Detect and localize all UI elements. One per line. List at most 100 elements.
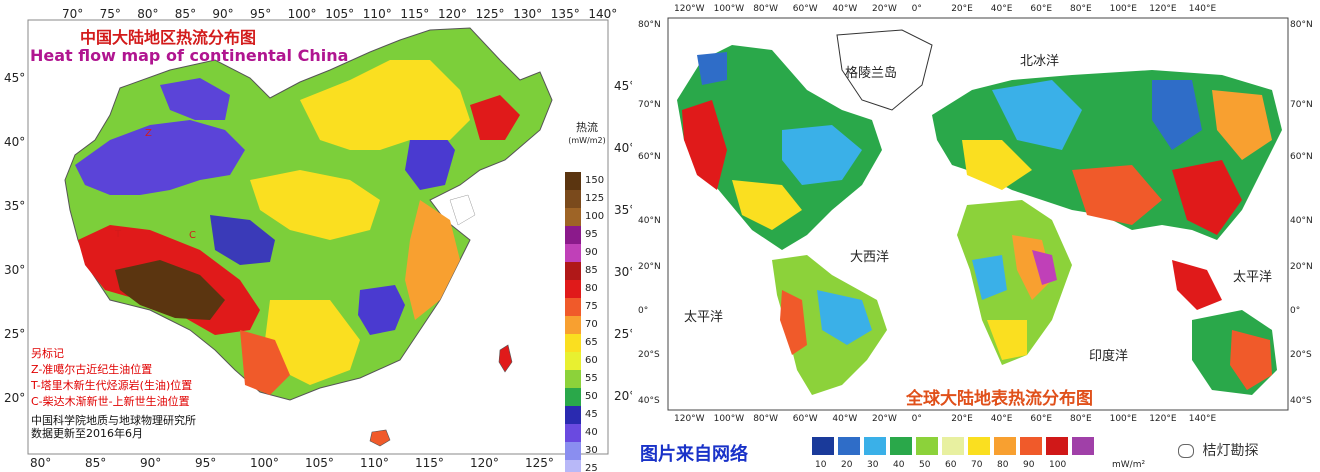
longitude-tick: 115°: [415, 456, 444, 470]
longitude-tick: 90°: [212, 7, 234, 21]
atlantic-label: 大西洋: [850, 250, 890, 265]
longitude-tick: 125°: [475, 7, 505, 21]
global-map-title: 全球大陆地表热流分布图: [906, 389, 1093, 409]
legend-label: 25: [585, 463, 598, 472]
latitude-tick: 40°: [614, 141, 632, 155]
legend-swatch: [1072, 437, 1094, 455]
legend-swatch: [565, 424, 581, 442]
latitude-tick: 45°: [614, 79, 632, 93]
latitude-tick: 40°: [4, 135, 26, 149]
legend-swatch: [864, 437, 886, 455]
greenland-outline: [836, 29, 933, 111]
longitude-tick: 100°: [250, 456, 279, 470]
arctic-label: 北冰洋: [1020, 54, 1060, 69]
central-warm-zone: [250, 170, 380, 240]
legend-swatch: [565, 388, 581, 406]
longitude-tick: 105°: [325, 7, 355, 21]
longitude-tick: 20°W: [872, 4, 897, 14]
latitude-tick: 70°N: [638, 100, 661, 110]
longitude-tick: 110°: [362, 7, 392, 21]
latitude-tick: 25°: [614, 327, 632, 341]
longitude-tick: 60°E: [1030, 4, 1053, 14]
legend-swatch: [1020, 437, 1042, 455]
latitude-tick: 20°N: [638, 262, 661, 272]
longitude-tick: 85°: [85, 456, 107, 470]
sa-cold-zone: [817, 290, 872, 345]
legend-swatch: [838, 437, 860, 455]
legend-swatch: [565, 190, 581, 208]
africa-hot: [1032, 250, 1057, 285]
northeast-hot-zone: [470, 95, 520, 140]
africa-land: [957, 200, 1072, 365]
se-asia-hot: [1172, 260, 1222, 310]
note-line: 另标记: [31, 347, 64, 360]
longitude-tick: 140°E: [1188, 4, 1217, 14]
longitude-tick: 90°: [140, 456, 162, 470]
legend-label: 45: [585, 409, 598, 420]
longitude-tick: 60°W: [792, 4, 818, 14]
longitude-tick: 140°: [588, 7, 618, 21]
legend-swatch: [565, 352, 581, 370]
longitude-tick: 0°: [911, 4, 922, 14]
latitude-tick: 70°N: [1290, 100, 1313, 110]
global-legend-unit: mW/m²: [1112, 460, 1146, 470]
legend-swatch: [565, 262, 581, 280]
songliao-cold-zone: [405, 130, 455, 190]
longitude-tick: 80°E: [1070, 414, 1092, 424]
legend-label: 75: [585, 301, 598, 312]
longitude-tick: 80°W: [753, 414, 779, 424]
marker-t: T: [115, 229, 122, 240]
longitude-tick: 95°: [195, 456, 217, 470]
longitude-tick: 85°: [174, 7, 197, 21]
legend-swatch: [565, 370, 581, 388]
latitude-tick: 20°S: [638, 350, 660, 360]
longitude-tick: 20°W: [872, 414, 897, 424]
latitude-tick: 20°: [614, 389, 632, 403]
marker-z: Z: [145, 128, 152, 139]
east-warm-zone: [405, 200, 460, 320]
legend-label: 40: [585, 427, 598, 438]
latitude-tick: 0°: [1290, 306, 1301, 316]
legend-label: 80: [585, 283, 598, 294]
update-date: 数据更新至2016年6月: [31, 427, 143, 440]
latitude-tick: 30°: [614, 265, 632, 279]
latitude-tick: 45°: [4, 71, 26, 85]
legend-label: 55: [585, 373, 598, 384]
latitude-tick: 40°N: [638, 216, 661, 226]
source-caption: 图片来自网络: [640, 444, 748, 465]
longitude-tick: 100°E: [1109, 414, 1137, 424]
legend-swatch: [565, 172, 581, 190]
china-map-svg: [27, 19, 609, 455]
legend-label: 100: [585, 211, 605, 222]
latitude-tick: 20°N: [1290, 262, 1313, 272]
latitude-tick: 35°: [4, 199, 26, 213]
pacific-east-label: 太平洋: [1233, 270, 1273, 285]
eurasia-hot: [1172, 160, 1242, 235]
longitude-tick: 80°: [137, 7, 159, 21]
yunnan-hot-zone: [240, 330, 290, 395]
longitude-tick: 120°W: [674, 4, 705, 14]
legend-swatch: [565, 244, 581, 262]
longitude-tick: 130°: [513, 7, 543, 21]
institution-block: 中国科学院地质与地球物理研究所 数据更新至2016年6月: [31, 414, 196, 440]
global-map-svg: [667, 17, 1289, 411]
longitude-tick: 0°: [911, 414, 922, 424]
longitude-tick: 120°W: [674, 414, 705, 424]
africa-south: [987, 320, 1027, 360]
legend-swatch: [565, 280, 581, 298]
latitude-tick: 60°N: [638, 152, 661, 162]
brand-logo-text: 桔灯勘探: [1202, 443, 1259, 459]
latitude-tick: 80°N: [1290, 20, 1313, 30]
longitude-tick: 60°W: [792, 414, 818, 424]
legend-swatch: [565, 316, 581, 334]
latitude-tick: 30°: [4, 263, 26, 277]
longitude-tick: 100°: [287, 7, 317, 21]
longitude-tick: 105°: [305, 456, 334, 470]
legend-label: 40: [893, 460, 905, 470]
latitude-tick: 60°N: [1290, 152, 1313, 162]
na-cold-zone: [782, 125, 862, 185]
longitude-tick: 70°: [62, 7, 84, 21]
altai-cold-zone: [160, 78, 230, 120]
latitude-tick: 20°: [4, 391, 26, 405]
sa-warm-zone: [780, 290, 807, 355]
